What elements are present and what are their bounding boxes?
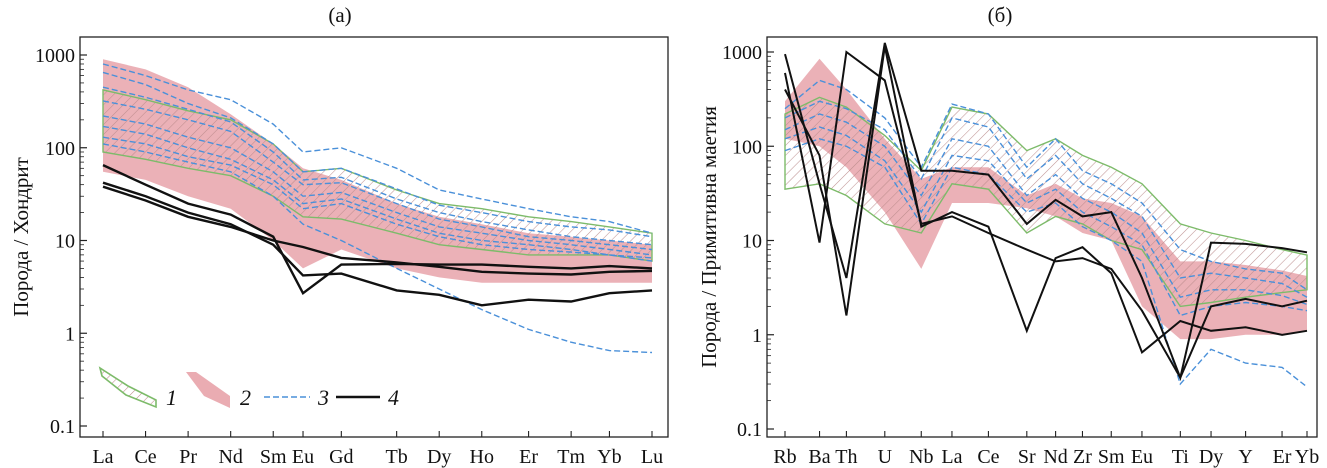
y-tick-label: 1 <box>65 323 75 345</box>
pink-field-icon <box>186 372 230 408</box>
dashed-series-4 <box>102 100 653 251</box>
x-tick-label: Eu <box>292 446 314 468</box>
x-tick-label: Dy <box>1199 446 1223 468</box>
panel-b-lines <box>784 42 1308 388</box>
y-tick-label: 100 <box>732 136 762 158</box>
x-tick-label: Yb <box>597 446 621 468</box>
panel-b-x-ticks: Rb Ba Th U Nb La Ce Sr Nd Zr Sm Eu Ti Dy Y Er Yb <box>773 431 1319 468</box>
panel-b-frame <box>766 36 1318 438</box>
x-tick-label: Er <box>1273 446 1292 468</box>
panel-b-y-ticks: 0.1 1 10 100 1000 <box>722 42 774 441</box>
x-tick-label: U <box>878 446 893 468</box>
dashed-series-5 <box>784 138 1308 388</box>
x-tick-label: Eu <box>1131 446 1153 468</box>
y-tick-label: 1 <box>752 325 762 347</box>
x-tick-label: Nb <box>909 446 933 468</box>
panel-a-y-axis-title: Порода / Хондрит <box>9 157 33 317</box>
x-tick-label: Sm <box>260 446 287 468</box>
y-tick-label: 1000 <box>722 42 762 64</box>
x-tick-label: Nd <box>218 446 242 468</box>
x-tick-label: Yb <box>1295 446 1319 468</box>
dashed-series-3 <box>102 86 653 246</box>
black-series-1 <box>784 42 1308 382</box>
legend-label-4: 4 <box>388 385 399 410</box>
dashed-series-2 <box>102 71 653 238</box>
y-tick-label: 0.1 <box>50 416 75 438</box>
x-tick-label: La <box>92 446 113 468</box>
dashed-series-6 <box>102 125 653 259</box>
x-tick-label: Dy <box>427 446 451 468</box>
x-tick-label: Ba <box>808 446 830 468</box>
dashed-series-1 <box>102 63 653 234</box>
y-tick-label: 10 <box>742 231 762 253</box>
black-series-3 <box>102 185 653 276</box>
dashed-series-4 <box>784 126 1308 317</box>
panel-a-x-ticks: La Ce Pr Nd Sm Eu Gd Tb Dy Ho Er Tm Yb Lu <box>92 431 663 468</box>
panel-b-fields <box>784 58 1308 340</box>
y-tick-label: 0.1 <box>737 419 762 441</box>
black-series-2 <box>784 50 1308 380</box>
x-tick-label: Gd <box>329 446 353 468</box>
panel-b-label: (б) <box>988 3 1013 27</box>
black-series-1 <box>102 164 653 296</box>
legend-label-3: 3 <box>317 385 329 410</box>
hatched-band-area <box>784 96 1308 308</box>
x-tick-label: La <box>941 446 962 468</box>
x-tick-label: Ho <box>470 446 494 468</box>
x-tick-label: Lu <box>641 446 663 468</box>
x-tick-label: Ce <box>134 446 156 468</box>
dashed-series-8 <box>102 143 653 354</box>
panel-a: (а) 1 2 3 4 0.1 1 10 100 1000 La Ce Pr Nd Sm Eu Gd Tb D… <box>9 3 669 468</box>
x-tick-label: Nd <box>1043 446 1067 468</box>
dashed-series-1 <box>784 79 1308 291</box>
y-tick-label: 10 <box>55 231 75 253</box>
legend-label-1: 1 <box>166 385 177 410</box>
legend-label-2: 2 <box>240 385 251 410</box>
x-tick-label: Ce <box>977 446 999 468</box>
y-tick-label: 100 <box>45 138 75 160</box>
legend: 1 2 3 4 <box>98 366 399 410</box>
black-series-2 <box>102 181 653 307</box>
panel-a-lines <box>102 63 653 354</box>
x-tick-label: Th <box>835 446 857 468</box>
x-tick-label: Tb <box>386 446 408 468</box>
dashed-series-3 <box>784 113 1308 306</box>
dashed-series-7 <box>102 136 653 262</box>
x-tick-label: Zr <box>1073 446 1092 468</box>
x-tick-label: Ti <box>1172 446 1190 468</box>
panel-b: (б) 0.1 1 10 100 1000 Rb Ba Th U Nb La Ce Sr Nd Zr Sm E… <box>697 3 1319 468</box>
x-tick-label: Y <box>1238 446 1252 468</box>
x-tick-label: Sm <box>1098 446 1125 468</box>
x-tick-label: Tm <box>557 446 585 468</box>
x-tick-label: Er <box>519 446 538 468</box>
black-series-3 <box>784 46 1308 355</box>
y-tick-label: 1000 <box>35 45 75 67</box>
panel-b-y-axis-title: Порода / Примитивна маетия <box>697 106 721 368</box>
x-tick-label: Pr <box>179 446 197 468</box>
dashed-series-5 <box>102 115 653 256</box>
panel-a-y-ticks: 0.1 1 10 100 1000 <box>35 45 87 438</box>
hatched-green-band-icon <box>98 366 157 409</box>
x-tick-label: Rb <box>773 446 796 468</box>
panel-a-label: (а) <box>328 3 351 27</box>
panel-a-frame <box>79 36 669 438</box>
x-tick-label: Sr <box>1018 446 1036 468</box>
